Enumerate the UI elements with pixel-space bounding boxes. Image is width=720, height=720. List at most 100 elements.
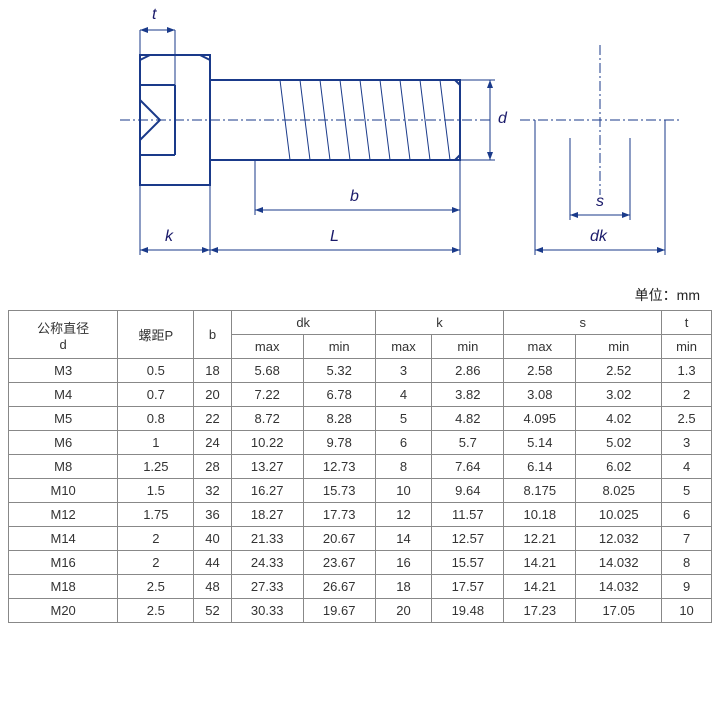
cell-s_min: 10.025 — [576, 503, 662, 527]
cell-k_max: 5 — [375, 407, 432, 431]
spec-table-area: 公称直径 d 螺距P b dk k s t max min max min ma… — [0, 310, 720, 623]
cell-s_min: 6.02 — [576, 455, 662, 479]
table-body: M30.5185.685.3232.862.582.521.3M40.7207.… — [9, 359, 712, 623]
cell-d: M6 — [9, 431, 118, 455]
cell-s_min: 17.05 — [576, 599, 662, 623]
cell-b: 20 — [194, 383, 231, 407]
cell-dk_max: 27.33 — [231, 575, 303, 599]
cell-k_min: 12.57 — [432, 527, 504, 551]
cell-s_max: 17.23 — [504, 599, 576, 623]
label-dk: dk — [590, 228, 607, 246]
cell-k_max: 20 — [375, 599, 432, 623]
cell-dk_min: 23.67 — [303, 551, 375, 575]
cell-k_max: 3 — [375, 359, 432, 383]
drawing-svg — [0, 0, 720, 280]
cell-t_min: 2 — [662, 383, 712, 407]
technical-drawing: t d b k L s dk — [0, 0, 720, 280]
cell-d: M5 — [9, 407, 118, 431]
cell-b: 36 — [194, 503, 231, 527]
cell-dk_min: 5.32 — [303, 359, 375, 383]
cell-dk_min: 20.67 — [303, 527, 375, 551]
cell-k_min: 3.82 — [432, 383, 504, 407]
cell-p: 1.5 — [118, 479, 194, 503]
cell-k_max: 4 — [375, 383, 432, 407]
cell-s_max: 14.21 — [504, 575, 576, 599]
cell-dk_min: 8.28 — [303, 407, 375, 431]
unit-label: 单位：mm — [635, 285, 700, 305]
cell-t_min: 3 — [662, 431, 712, 455]
cell-d: M18 — [9, 575, 118, 599]
cell-dk_max: 7.22 — [231, 383, 303, 407]
cell-dk_min: 6.78 — [303, 383, 375, 407]
cell-s_max: 4.095 — [504, 407, 576, 431]
table-row: M50.8228.728.2854.824.0954.022.5 — [9, 407, 712, 431]
cell-dk_max: 10.22 — [231, 431, 303, 455]
cell-k_max: 10 — [375, 479, 432, 503]
cell-t_min: 10 — [662, 599, 712, 623]
cell-s_max: 10.18 — [504, 503, 576, 527]
cell-b: 22 — [194, 407, 231, 431]
col-d: 公称直径 d — [9, 311, 118, 359]
cell-b: 48 — [194, 575, 231, 599]
cell-dk_max: 16.27 — [231, 479, 303, 503]
cell-t_min: 8 — [662, 551, 712, 575]
cell-b: 40 — [194, 527, 231, 551]
col-s: s — [504, 311, 662, 335]
cell-d: M20 — [9, 599, 118, 623]
cell-k_min: 15.57 — [432, 551, 504, 575]
cell-d: M16 — [9, 551, 118, 575]
table-row: M30.5185.685.3232.862.582.521.3 — [9, 359, 712, 383]
cell-b: 28 — [194, 455, 231, 479]
cell-dk_min: 15.73 — [303, 479, 375, 503]
cell-k_min: 11.57 — [432, 503, 504, 527]
cell-s_max: 3.08 — [504, 383, 576, 407]
cell-t_min: 2.5 — [662, 407, 712, 431]
cell-b: 52 — [194, 599, 231, 623]
cell-s_min: 2.52 — [576, 359, 662, 383]
dk-max: max — [231, 335, 303, 359]
cell-dk_max: 8.72 — [231, 407, 303, 431]
cell-p: 2.5 — [118, 599, 194, 623]
k-min: min — [432, 335, 504, 359]
cell-dk_min: 9.78 — [303, 431, 375, 455]
table-row: M612410.229.7865.75.145.023 — [9, 431, 712, 455]
cell-k_min: 17.57 — [432, 575, 504, 599]
label-L: L — [330, 228, 339, 246]
cell-p: 2 — [118, 527, 194, 551]
cell-d: M12 — [9, 503, 118, 527]
label-d: d — [498, 110, 507, 128]
cell-b: 32 — [194, 479, 231, 503]
cell-s_min: 3.02 — [576, 383, 662, 407]
cell-dk_max: 21.33 — [231, 527, 303, 551]
cell-p: 2 — [118, 551, 194, 575]
cell-s_min: 14.032 — [576, 575, 662, 599]
label-t: t — [152, 6, 156, 24]
cell-k_max: 8 — [375, 455, 432, 479]
cell-d: M3 — [9, 359, 118, 383]
cell-dk_max: 30.33 — [231, 599, 303, 623]
table-row: M1424021.3320.671412.5712.2112.0327 — [9, 527, 712, 551]
cell-s_max: 6.14 — [504, 455, 576, 479]
label-b: b — [350, 188, 359, 206]
s-min: min — [576, 335, 662, 359]
cell-k_max: 14 — [375, 527, 432, 551]
cell-s_min: 5.02 — [576, 431, 662, 455]
col-p: 螺距P — [118, 311, 194, 359]
cell-dk_max: 13.27 — [231, 455, 303, 479]
cell-t_min: 5 — [662, 479, 712, 503]
cell-b: 44 — [194, 551, 231, 575]
table-row: M81.252813.2712.7387.646.146.024 — [9, 455, 712, 479]
label-k: k — [165, 228, 173, 246]
cell-d: M14 — [9, 527, 118, 551]
cell-d: M8 — [9, 455, 118, 479]
cell-b: 24 — [194, 431, 231, 455]
k-max: max — [375, 335, 432, 359]
cell-p: 1.75 — [118, 503, 194, 527]
cell-k_max: 16 — [375, 551, 432, 575]
cell-k_max: 12 — [375, 503, 432, 527]
label-s: s — [596, 193, 604, 211]
cell-t_min: 6 — [662, 503, 712, 527]
cell-t_min: 4 — [662, 455, 712, 479]
table-row: M101.53216.2715.73109.648.1758.0255 — [9, 479, 712, 503]
cell-s_min: 8.025 — [576, 479, 662, 503]
